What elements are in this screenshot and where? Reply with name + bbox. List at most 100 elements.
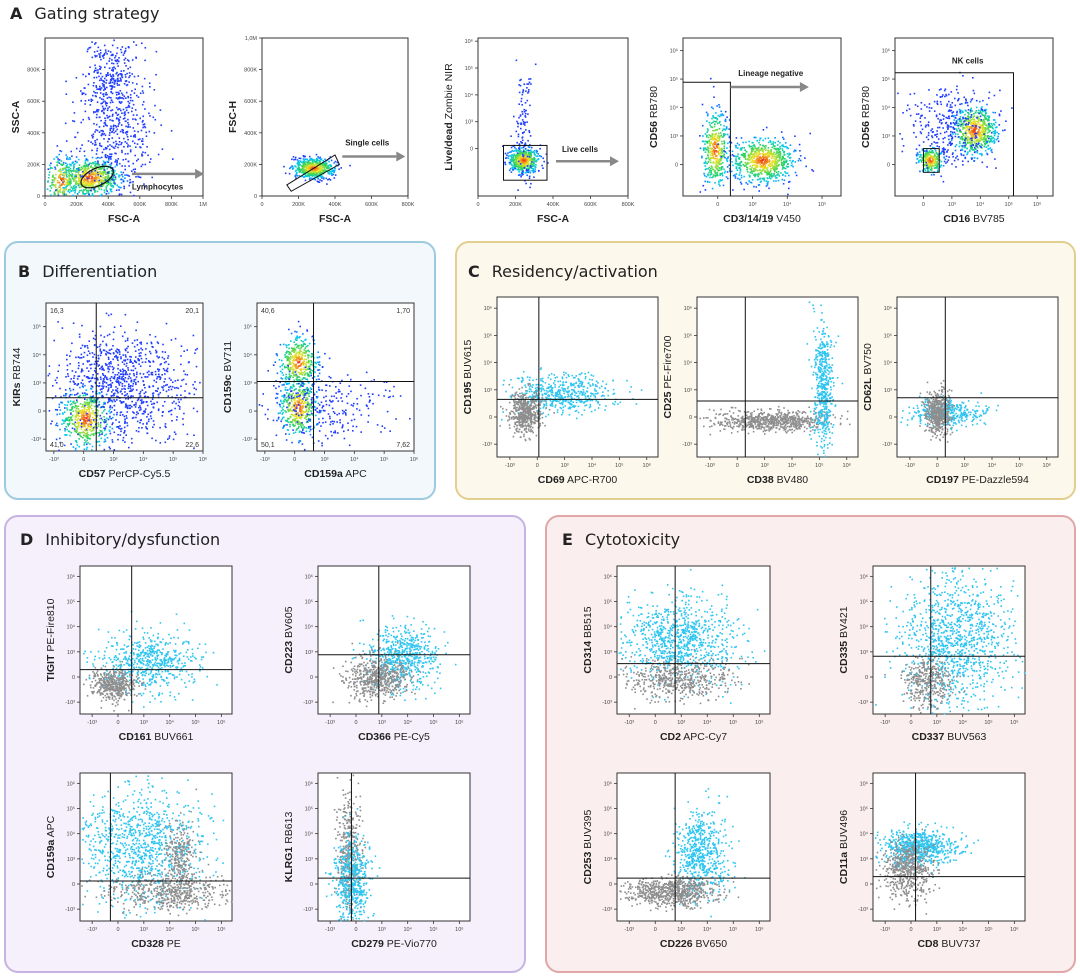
event-dot <box>765 180 768 182</box>
event-dot <box>959 116 962 118</box>
event-dot <box>98 182 101 184</box>
event-dot <box>317 176 319 179</box>
event-dot <box>977 109 980 112</box>
event-dot <box>778 148 780 151</box>
event-dot <box>971 144 974 146</box>
event-dot <box>514 146 516 149</box>
event-dot <box>94 163 97 166</box>
event-dot <box>65 188 67 191</box>
event-dot <box>82 193 85 195</box>
event-dot <box>721 152 724 154</box>
event-dot <box>977 138 980 141</box>
event-dot <box>533 150 536 152</box>
event-dot <box>116 184 118 186</box>
event-dot <box>987 140 989 142</box>
event-dot <box>986 166 988 168</box>
event-dot <box>761 164 763 167</box>
event-dot <box>991 140 994 143</box>
event-dot <box>87 116 90 119</box>
event-dot <box>933 141 935 143</box>
event-dot <box>70 171 73 173</box>
event-dot <box>718 127 721 130</box>
event-dot <box>785 172 787 174</box>
event-dot <box>754 150 757 152</box>
event-dot <box>90 172 92 174</box>
event-dot <box>725 126 728 128</box>
event-dot <box>322 169 324 171</box>
event-dot <box>135 44 138 46</box>
event-dot <box>103 148 105 151</box>
event-dot <box>95 178 97 181</box>
event-dot <box>711 187 714 190</box>
event-dot <box>330 172 333 175</box>
event-dot <box>323 162 326 165</box>
event-dot <box>96 190 99 193</box>
event-dot <box>721 136 724 138</box>
event-dot <box>521 156 523 158</box>
event-dot <box>533 156 535 159</box>
event-dot <box>976 115 979 118</box>
event-dot <box>976 150 979 152</box>
event-dot <box>754 161 757 163</box>
event-dot <box>61 184 63 186</box>
event-dot <box>113 86 116 88</box>
event-dot <box>919 170 921 173</box>
event-dot <box>752 148 755 151</box>
event-dot <box>769 169 772 172</box>
event-dot <box>126 106 129 109</box>
x-axis-label: FSC-A <box>537 213 569 225</box>
event-dot <box>954 133 957 135</box>
event-dot <box>104 100 106 103</box>
event-dot <box>135 146 137 148</box>
event-dot <box>782 173 784 176</box>
event-dot <box>933 174 935 176</box>
event-dot <box>745 151 748 153</box>
event-dot <box>939 166 942 168</box>
event-dot <box>983 130 985 132</box>
event-dot <box>327 178 329 181</box>
event-dot <box>745 158 747 161</box>
x-tick-label: 0 <box>716 202 719 208</box>
event-dot <box>762 153 765 156</box>
event-dot <box>931 169 933 171</box>
event-dot <box>117 98 119 100</box>
event-dot <box>948 138 950 141</box>
event-dot <box>786 160 788 162</box>
event-dot <box>321 175 324 178</box>
event-dot <box>96 149 98 152</box>
event-dot <box>535 150 538 153</box>
event-dot <box>780 163 783 165</box>
event-dot <box>89 174 91 177</box>
event-dot <box>787 193 789 196</box>
event-dot <box>116 84 119 86</box>
event-dot <box>323 169 325 172</box>
event-dot <box>711 166 713 169</box>
event-dot <box>517 149 520 151</box>
event-dot <box>768 153 771 156</box>
event-dot <box>293 158 295 161</box>
event-dot <box>935 162 938 164</box>
event-dot <box>112 129 115 131</box>
event-dot <box>143 77 146 80</box>
event-dot <box>312 167 314 169</box>
event-dot <box>99 167 102 169</box>
event-dot <box>718 115 721 118</box>
event-dot <box>982 121 984 123</box>
event-dot <box>959 140 961 143</box>
event-dot <box>780 161 783 164</box>
event-dot <box>115 97 118 99</box>
event-dot <box>56 156 59 158</box>
event-dot <box>937 154 940 157</box>
event-dot <box>521 142 523 144</box>
event-dot <box>962 141 965 144</box>
event-dot <box>946 105 948 107</box>
event-dot <box>812 170 815 172</box>
event-dot <box>770 167 772 170</box>
event-dot <box>108 106 111 108</box>
event-dot <box>296 159 299 161</box>
event-dot <box>993 119 995 121</box>
event-dot <box>761 178 764 180</box>
event-dot <box>540 155 543 158</box>
event-dot <box>797 159 800 162</box>
event-dot <box>717 158 719 160</box>
